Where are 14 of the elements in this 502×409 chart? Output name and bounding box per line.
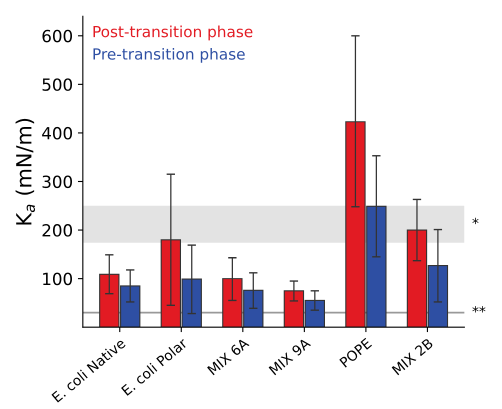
y-tick-label: 500	[42, 78, 72, 91]
x-tick-label: MIX 6A	[206, 337, 250, 376]
y-axis-title: K$_{a}$ (mN/m)	[16, 118, 36, 225]
y-tick-label: 100	[43, 272, 72, 286]
x-tick-label: MIX 9A	[268, 337, 312, 376]
x-tick-label: MIX 2B	[392, 338, 434, 376]
y-tick-label: 400	[42, 126, 72, 140]
ref-line-label: **	[472, 306, 486, 312]
y-tick-label: 300	[42, 175, 72, 188]
y-tick-label: 200	[42, 224, 72, 237]
text: Pre-transition phase	[93, 48, 245, 63]
band-label: *	[472, 218, 479, 224]
text: Post-transition phase	[93, 26, 252, 40]
y-tick-label: 600	[42, 30, 72, 42]
